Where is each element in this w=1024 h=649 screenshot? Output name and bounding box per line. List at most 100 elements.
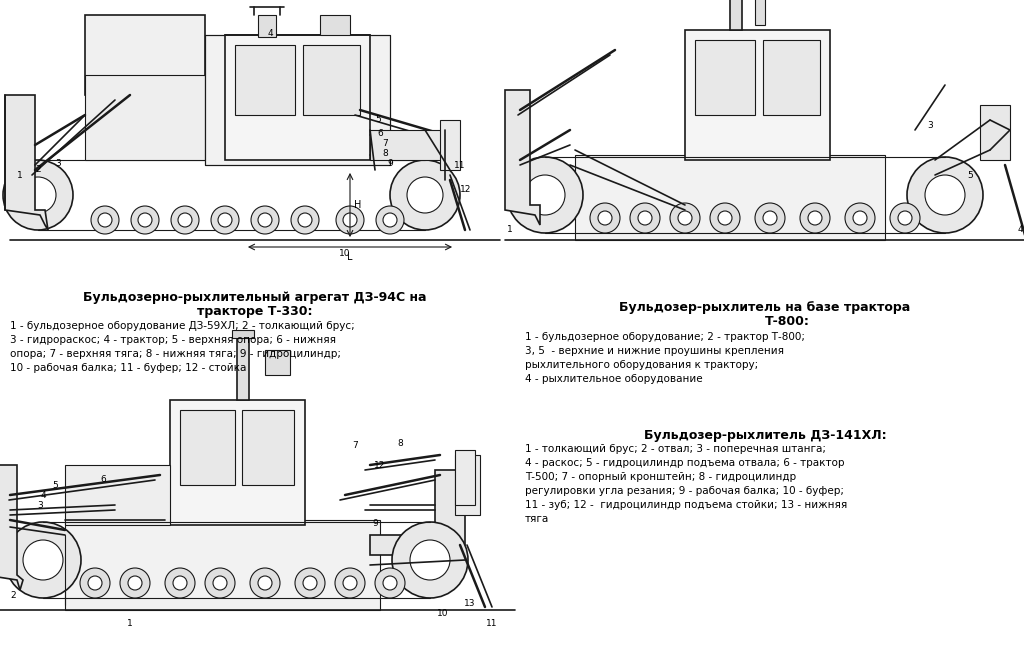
Circle shape <box>80 568 110 598</box>
Text: 9: 9 <box>372 519 378 528</box>
Circle shape <box>138 213 152 227</box>
Text: 3: 3 <box>55 158 60 167</box>
Circle shape <box>3 160 73 230</box>
Bar <box>303 45 360 115</box>
Bar <box>242 410 294 485</box>
Text: 4: 4 <box>40 491 46 500</box>
Text: 13: 13 <box>464 598 476 607</box>
Text: 5: 5 <box>967 171 973 180</box>
Circle shape <box>298 213 312 227</box>
Bar <box>225 35 370 160</box>
Text: Бульдозер-рыхлитель ДЗ-141ХЛ:: Бульдозер-рыхлитель ДЗ-141ХЛ: <box>644 429 887 442</box>
Text: 3: 3 <box>927 121 933 130</box>
Circle shape <box>383 213 397 227</box>
Circle shape <box>91 206 119 234</box>
Bar <box>180 410 234 485</box>
Text: Т-800:: Т-800: <box>765 315 810 328</box>
Bar <box>234 45 295 115</box>
Text: 12: 12 <box>461 186 472 195</box>
Text: 4: 4 <box>267 29 272 38</box>
Text: 5: 5 <box>375 116 381 125</box>
Text: 6: 6 <box>100 476 105 485</box>
Text: 5: 5 <box>52 480 58 489</box>
Circle shape <box>20 177 56 213</box>
Text: 4 - раскос; 5 - гидроцилиндр подъема отвала; 6 - трактор: 4 - раскос; 5 - гидроцилиндр подъема отв… <box>525 458 845 468</box>
Text: Т-500; 7 - опорный кронштейн; 8 - гидроцилиндр: Т-500; 7 - опорный кронштейн; 8 - гидроц… <box>525 472 796 482</box>
Circle shape <box>250 568 280 598</box>
Text: 2: 2 <box>35 165 41 175</box>
Bar <box>258 15 276 37</box>
Circle shape <box>678 211 692 225</box>
Text: 11: 11 <box>455 160 466 169</box>
Text: 3: 3 <box>37 500 43 509</box>
Text: 12: 12 <box>375 461 386 469</box>
Circle shape <box>336 206 364 234</box>
Circle shape <box>173 576 187 590</box>
Text: 8: 8 <box>382 149 388 158</box>
Circle shape <box>925 175 965 215</box>
Text: 3 - гидрораскос; 4 - трактор; 5 - верхняя опора; 6 - нижняя: 3 - гидрораскос; 4 - трактор; 5 - верхня… <box>10 335 336 345</box>
Circle shape <box>525 175 565 215</box>
Bar <box>575 155 885 240</box>
Circle shape <box>295 568 325 598</box>
Bar <box>205 35 390 165</box>
Circle shape <box>845 203 874 233</box>
Text: 1 - бульдозерное оборудование; 2 - трактор Т-800;: 1 - бульдозерное оборудование; 2 - тракт… <box>525 332 805 342</box>
Bar <box>695 40 755 115</box>
Text: 1: 1 <box>507 225 513 234</box>
Circle shape <box>5 522 81 598</box>
Text: 3, 5  - верхние и нижние проушины крепления: 3, 5 - верхние и нижние проушины креплен… <box>525 346 784 356</box>
Circle shape <box>165 568 195 598</box>
Circle shape <box>213 576 227 590</box>
Circle shape <box>120 568 150 598</box>
Bar <box>755 0 765 25</box>
Circle shape <box>178 213 193 227</box>
Text: Бульдозерно-рыхлительный агрегат ДЗ-94С на: Бульдозерно-рыхлительный агрегат ДЗ-94С … <box>83 291 427 304</box>
Text: 10: 10 <box>339 249 351 258</box>
Bar <box>237 335 249 400</box>
Circle shape <box>392 522 468 598</box>
Polygon shape <box>5 95 48 230</box>
Circle shape <box>907 157 983 233</box>
Bar <box>685 30 830 160</box>
Text: 2: 2 <box>10 591 15 600</box>
Circle shape <box>890 203 920 233</box>
Circle shape <box>128 576 142 590</box>
Circle shape <box>598 211 612 225</box>
Circle shape <box>718 211 732 225</box>
Text: 9: 9 <box>387 158 393 167</box>
Bar <box>319 15 350 35</box>
Text: 11: 11 <box>486 618 498 628</box>
Bar <box>65 520 380 610</box>
Text: L: L <box>347 252 352 262</box>
Circle shape <box>303 576 317 590</box>
Circle shape <box>218 213 232 227</box>
Bar <box>65 465 170 525</box>
Bar <box>455 455 480 515</box>
Circle shape <box>98 213 112 227</box>
Text: 7: 7 <box>382 138 388 147</box>
Text: 1: 1 <box>127 618 133 628</box>
Text: 1: 1 <box>17 171 23 180</box>
Circle shape <box>853 211 867 225</box>
Circle shape <box>171 206 199 234</box>
Text: опора; 7 - верхняя тяга; 8 - нижняя тяга; 9 - гидроцилиндр;: опора; 7 - верхняя тяга; 8 - нижняя тяга… <box>10 349 341 359</box>
Text: 10: 10 <box>437 609 449 617</box>
Circle shape <box>898 211 912 225</box>
Circle shape <box>507 157 583 233</box>
Circle shape <box>258 213 272 227</box>
Circle shape <box>343 576 357 590</box>
Circle shape <box>211 206 239 234</box>
Circle shape <box>258 576 272 590</box>
Circle shape <box>343 213 357 227</box>
Text: 7: 7 <box>352 441 357 450</box>
Circle shape <box>410 540 450 580</box>
Bar <box>440 120 460 170</box>
Circle shape <box>710 203 740 233</box>
Bar <box>455 450 475 505</box>
Text: 4: 4 <box>1017 225 1023 234</box>
Text: регулировки угла резания; 9 - рабочая балка; 10 - буфер;: регулировки угла резания; 9 - рабочая ба… <box>525 486 844 496</box>
Bar <box>170 400 305 525</box>
Text: H: H <box>354 200 361 210</box>
Polygon shape <box>0 465 23 590</box>
